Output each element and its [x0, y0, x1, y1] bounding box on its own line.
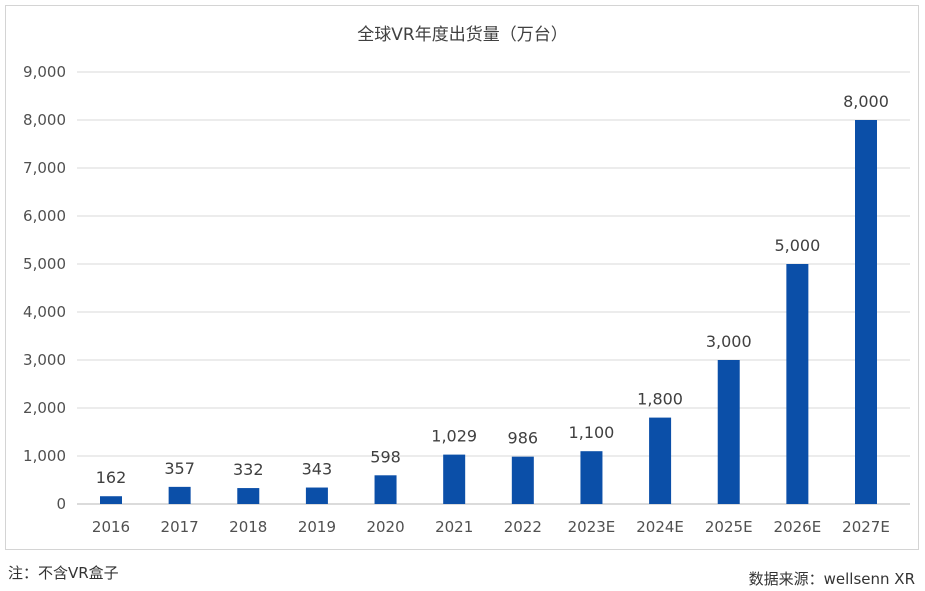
footnote: 注：不含VR盒子 — [8, 564, 119, 582]
chart-title: 全球VR年度出货量（万台） — [357, 25, 568, 45]
y-tick-label: 1,000 — [23, 447, 66, 465]
data-label: 1,100 — [569, 423, 615, 442]
data-label: 1,029 — [431, 427, 477, 446]
bar — [100, 496, 122, 504]
data-label: 1,800 — [637, 390, 683, 409]
data-label: 598 — [370, 447, 401, 466]
data-label: 332 — [233, 460, 264, 479]
bar — [580, 451, 603, 504]
bar — [168, 486, 191, 504]
bar — [649, 417, 672, 504]
x-tick-label: 2027E — [842, 518, 890, 536]
y-tick-label: 2,000 — [23, 399, 66, 417]
source-note: 数据来源：wellsenn XR — [748, 570, 915, 588]
bar — [305, 487, 328, 504]
data-label: 8,000 — [843, 92, 889, 111]
data-label: 5,000 — [774, 236, 820, 255]
bar — [237, 488, 260, 504]
x-tick-label: 2017 — [161, 518, 199, 536]
y-tick-label: 8,000 — [23, 111, 66, 129]
y-tick-label: 7,000 — [23, 159, 66, 177]
y-tick-label: 9,000 — [23, 63, 66, 81]
x-tick-label: 2020 — [366, 518, 404, 536]
x-tick-label: 2022 — [504, 518, 542, 536]
x-tick-label: 2016 — [92, 518, 130, 536]
x-tick-label: 2018 — [229, 518, 267, 536]
y-tick-label: 6,000 — [23, 207, 66, 225]
bar — [443, 454, 466, 504]
chart-frame — [5, 5, 919, 550]
y-tick-label: 0 — [56, 495, 66, 513]
data-label: 343 — [302, 460, 333, 479]
bar — [786, 264, 809, 504]
y-tick-label: 5,000 — [23, 255, 66, 273]
data-label: 3,000 — [706, 332, 752, 351]
x-tick-label: 2023E — [568, 518, 616, 536]
bar — [511, 456, 534, 504]
data-label: 986 — [508, 429, 539, 448]
bar — [855, 120, 877, 504]
bar — [374, 475, 397, 504]
x-tick-label: 2024E — [636, 518, 684, 536]
data-label: 162 — [96, 468, 127, 487]
x-tick-label: 2021 — [435, 518, 473, 536]
y-tick-label: 3,000 — [23, 351, 66, 369]
y-tick-label: 4,000 — [23, 303, 66, 321]
x-tick-label: 2019 — [298, 518, 336, 536]
bar — [717, 360, 740, 504]
data-label: 357 — [164, 459, 195, 478]
x-tick-label: 2025E — [705, 518, 753, 536]
x-tick-label: 2026E — [774, 518, 822, 536]
